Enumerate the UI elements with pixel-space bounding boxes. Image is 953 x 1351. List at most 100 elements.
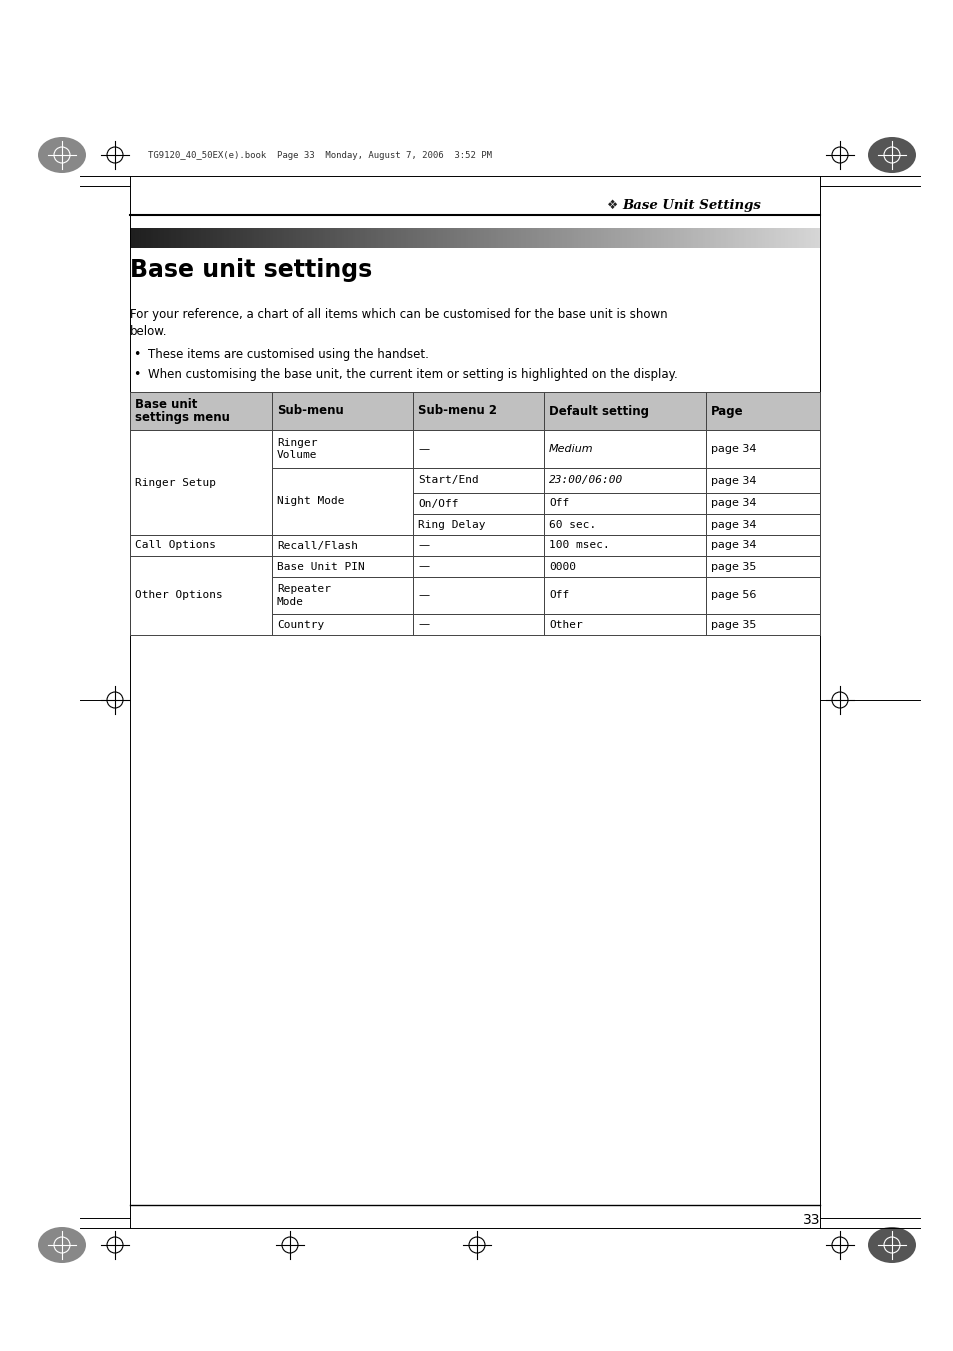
Bar bbox=[417, 228, 420, 249]
Bar bbox=[398, 228, 401, 249]
Bar bbox=[375, 228, 378, 249]
Bar bbox=[706, 228, 709, 249]
Text: page 34: page 34 bbox=[710, 476, 756, 485]
Text: Default setting: Default setting bbox=[548, 404, 648, 417]
Bar bbox=[213, 228, 215, 249]
Bar bbox=[297, 228, 300, 249]
Bar bbox=[320, 228, 323, 249]
Bar bbox=[268, 228, 271, 249]
Bar bbox=[279, 228, 282, 249]
Bar bbox=[548, 228, 551, 249]
Bar bbox=[281, 228, 284, 249]
Bar bbox=[576, 228, 578, 249]
Bar bbox=[277, 228, 280, 249]
Bar bbox=[307, 228, 310, 249]
Bar bbox=[387, 228, 390, 249]
Bar bbox=[328, 228, 331, 249]
Text: 60 sec.: 60 sec. bbox=[548, 520, 596, 530]
Bar bbox=[472, 228, 475, 249]
Bar bbox=[359, 228, 362, 249]
Bar bbox=[323, 228, 326, 249]
Text: •: • bbox=[132, 349, 140, 361]
Bar bbox=[235, 228, 238, 249]
Bar bbox=[691, 228, 693, 249]
Bar bbox=[587, 228, 590, 249]
Text: 0000: 0000 bbox=[548, 562, 576, 571]
Bar bbox=[686, 228, 689, 249]
Bar bbox=[518, 228, 521, 249]
Bar bbox=[160, 228, 163, 249]
Bar bbox=[525, 228, 528, 249]
Text: Medium: Medium bbox=[548, 444, 593, 454]
Bar bbox=[773, 228, 776, 249]
Bar bbox=[615, 228, 618, 249]
Bar bbox=[146, 228, 149, 249]
Bar bbox=[523, 228, 525, 249]
Bar bbox=[663, 228, 666, 249]
Bar bbox=[169, 228, 172, 249]
Bar bbox=[141, 228, 144, 249]
Bar bbox=[667, 228, 670, 249]
Bar bbox=[302, 228, 305, 249]
Text: —: — bbox=[417, 562, 429, 571]
Bar bbox=[424, 228, 427, 249]
Bar bbox=[677, 228, 679, 249]
Bar bbox=[695, 228, 698, 249]
Bar bbox=[582, 228, 585, 249]
Bar bbox=[339, 228, 342, 249]
Bar bbox=[727, 228, 730, 249]
Text: page 56: page 56 bbox=[710, 590, 756, 600]
Bar bbox=[293, 228, 295, 249]
Bar bbox=[362, 228, 365, 249]
Bar bbox=[231, 228, 233, 249]
Bar bbox=[639, 228, 642, 249]
Bar bbox=[603, 228, 606, 249]
Bar bbox=[335, 228, 337, 249]
Bar bbox=[716, 228, 719, 249]
Bar bbox=[348, 228, 351, 249]
Bar bbox=[559, 228, 562, 249]
Text: page 34: page 34 bbox=[710, 444, 756, 454]
Bar bbox=[401, 228, 404, 249]
Bar bbox=[693, 228, 696, 249]
Bar bbox=[395, 228, 396, 249]
Bar bbox=[468, 228, 471, 249]
Bar bbox=[656, 228, 659, 249]
Bar bbox=[137, 228, 139, 249]
Bar bbox=[566, 228, 569, 249]
Bar bbox=[486, 228, 489, 249]
Bar bbox=[520, 228, 523, 249]
Bar bbox=[484, 228, 486, 249]
Bar bbox=[789, 228, 792, 249]
Bar bbox=[613, 228, 615, 249]
Bar bbox=[343, 228, 346, 249]
Bar bbox=[796, 228, 799, 249]
Text: ❖: ❖ bbox=[606, 199, 618, 212]
Bar bbox=[151, 228, 153, 249]
Text: When customising the base unit, the current item or setting is highlighted on th: When customising the base unit, the curr… bbox=[148, 367, 677, 381]
Bar bbox=[465, 228, 468, 249]
Bar bbox=[476, 228, 479, 249]
Bar bbox=[764, 228, 767, 249]
Text: page 35: page 35 bbox=[710, 562, 756, 571]
Bar bbox=[284, 228, 287, 249]
Bar bbox=[681, 228, 684, 249]
Bar bbox=[286, 228, 289, 249]
Bar bbox=[748, 228, 751, 249]
Bar bbox=[778, 228, 781, 249]
Bar bbox=[562, 228, 564, 249]
Bar bbox=[750, 228, 753, 249]
Bar bbox=[270, 228, 273, 249]
Bar bbox=[491, 228, 494, 249]
Bar bbox=[714, 228, 717, 249]
Bar bbox=[410, 228, 413, 249]
Bar bbox=[743, 228, 746, 249]
Text: Sub-menu 2: Sub-menu 2 bbox=[417, 404, 497, 417]
Bar bbox=[134, 228, 137, 249]
Bar bbox=[475, 228, 477, 249]
Bar bbox=[817, 228, 820, 249]
Bar bbox=[157, 228, 160, 249]
Bar bbox=[621, 228, 624, 249]
Bar bbox=[665, 228, 668, 249]
Bar bbox=[240, 228, 243, 249]
